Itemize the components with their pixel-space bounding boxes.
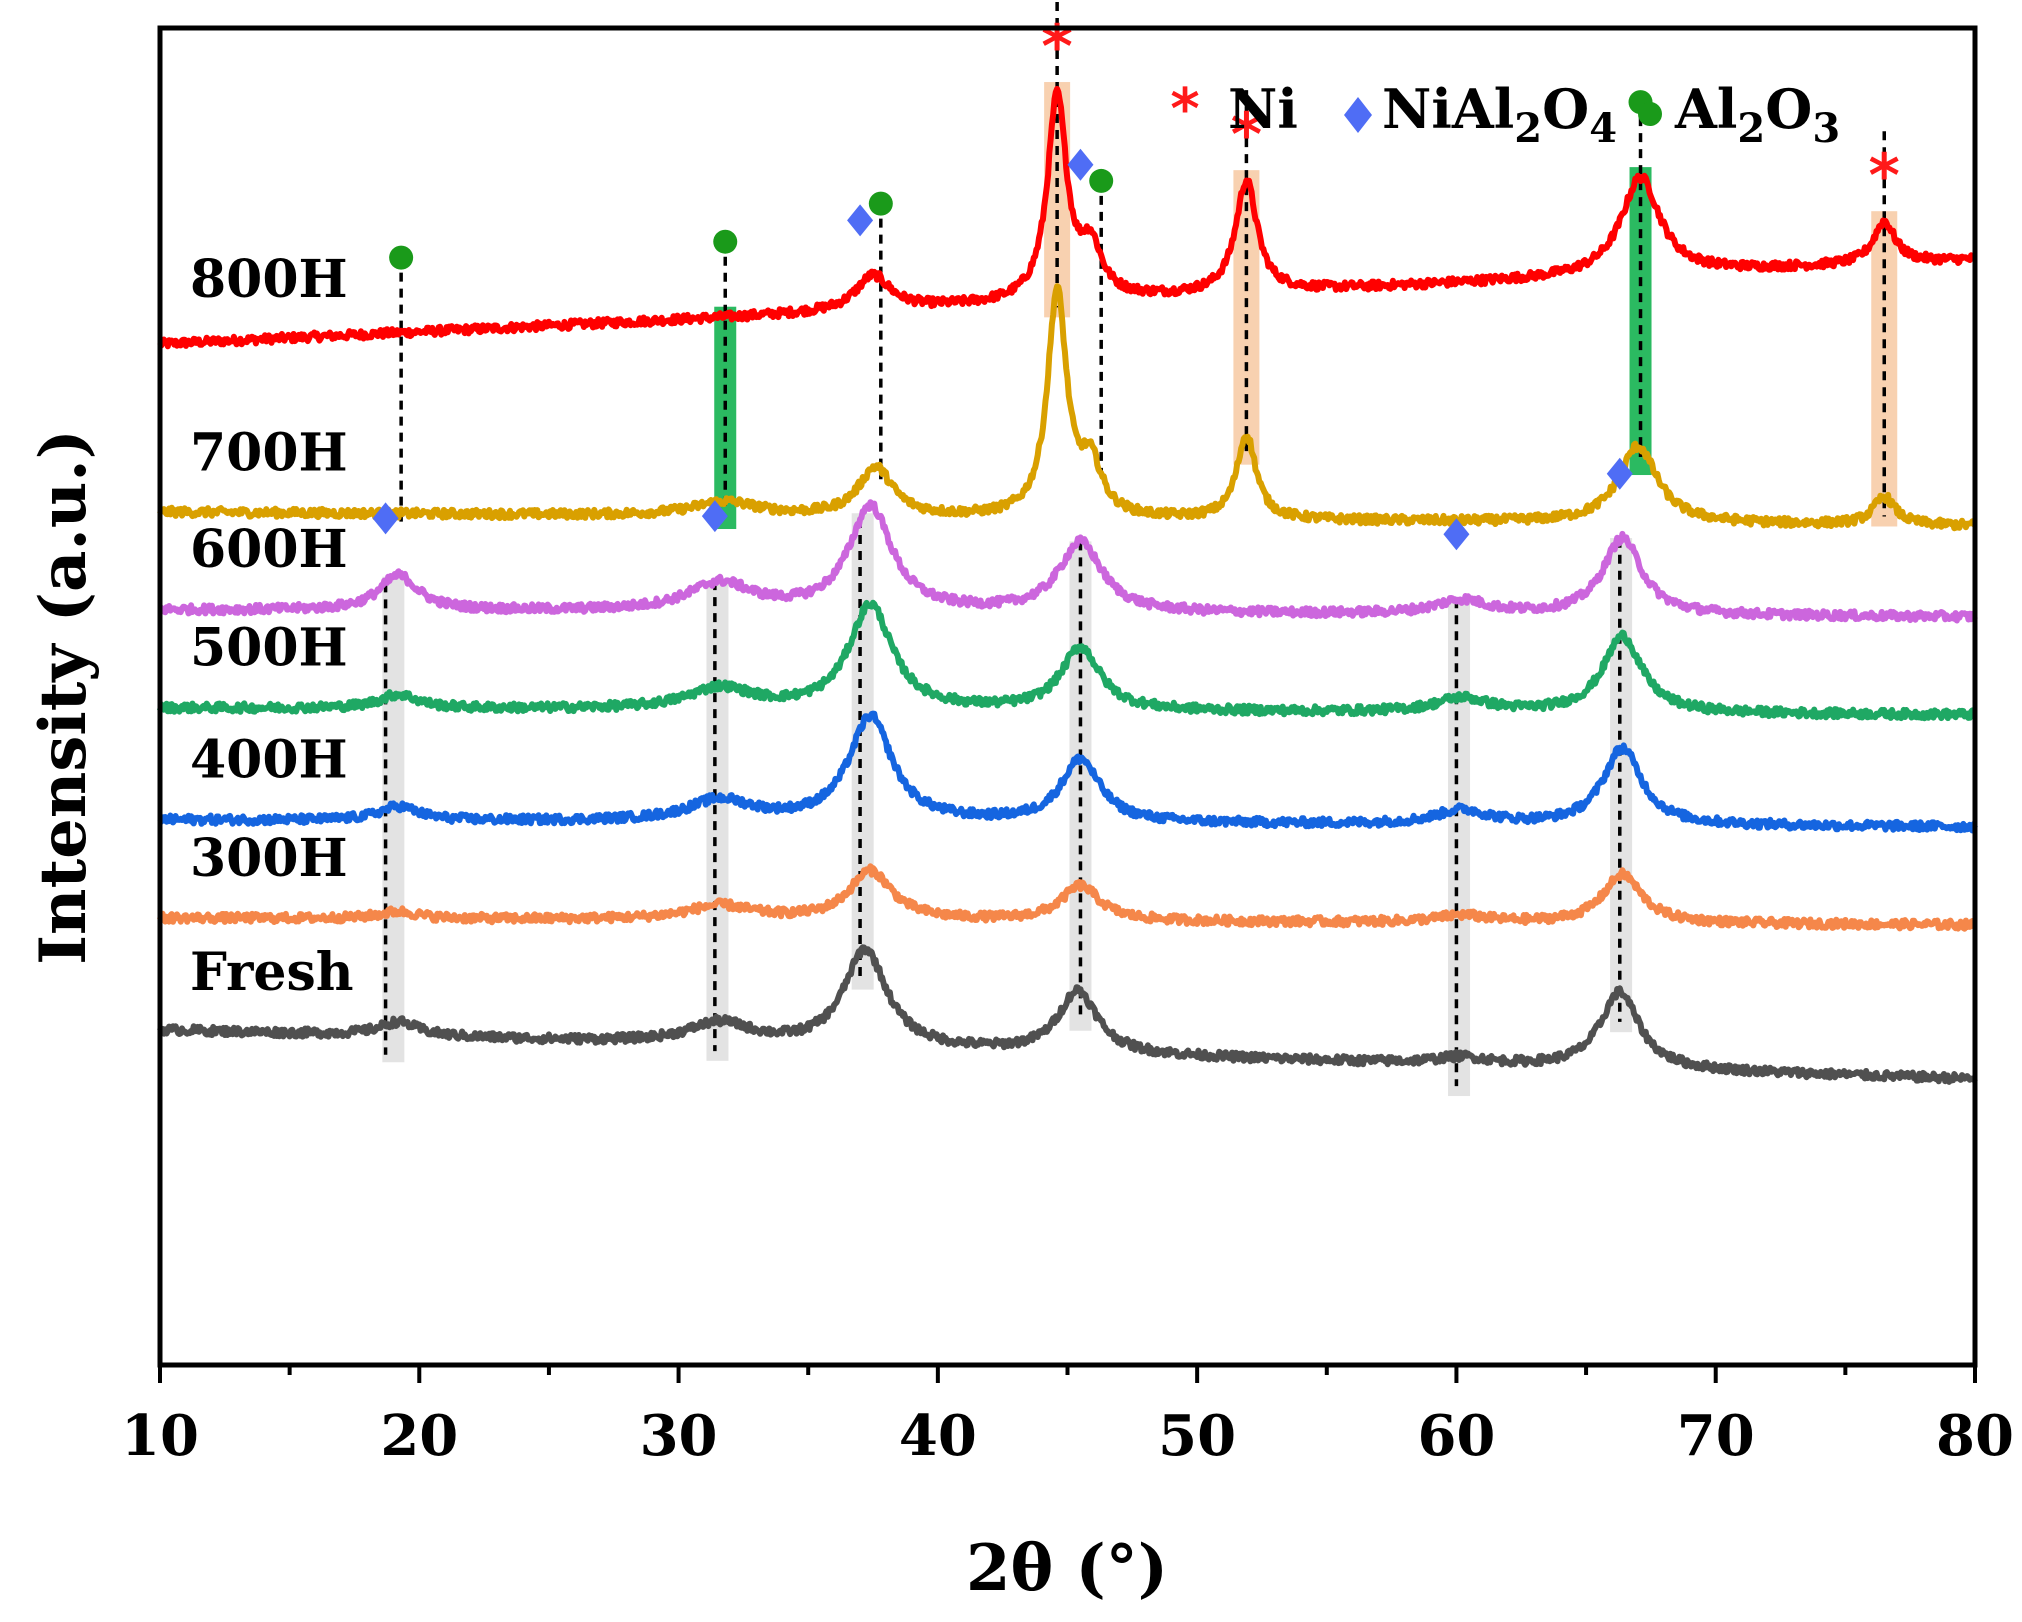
al2o3-band bbox=[1629, 167, 1652, 476]
nial2o4-marker bbox=[1067, 148, 1094, 181]
series-label-fresh: Fresh bbox=[190, 942, 354, 1003]
ni-band bbox=[1871, 211, 1898, 527]
nial2o4-marker bbox=[372, 502, 399, 535]
al2o3-marker bbox=[1089, 168, 1114, 193]
series-label-700h: 700H bbox=[190, 423, 348, 484]
series-curves bbox=[157, 85, 1978, 1085]
ni-marker: * bbox=[1231, 100, 1262, 170]
legend-nial2o4-marker bbox=[1344, 97, 1372, 133]
y-axis-title: Intensity (a.u.) bbox=[26, 429, 101, 965]
legend-al2o3-label: Al2O3 bbox=[1674, 77, 1840, 152]
x-tick-label: 30 bbox=[640, 1403, 718, 1469]
x-axis-tick-labels: 10 20 30 40 50 60 70 80 bbox=[121, 1403, 2014, 1469]
legend-ni-label: Ni bbox=[1228, 77, 1298, 141]
nial2o4-marker bbox=[847, 204, 874, 237]
x-tick-label: 20 bbox=[380, 1403, 458, 1469]
reference-dashed-lines bbox=[383, 2, 1886, 1087]
legend-nial2o4-label: NiAl2O4 bbox=[1382, 77, 1617, 152]
al2o3-marker bbox=[713, 229, 738, 254]
series-labels: 800H 700H 600H 500H 400H 300H Fresh bbox=[190, 249, 354, 1003]
legend-ni-marker: * bbox=[1170, 77, 1199, 142]
legend-al2o3-marker bbox=[1638, 102, 1662, 126]
nial2o4-marker bbox=[1606, 457, 1633, 490]
nial2o4-band bbox=[706, 580, 729, 1061]
x-tick-label: 80 bbox=[1936, 1403, 2014, 1469]
x-tick-label: 50 bbox=[1158, 1403, 1236, 1469]
al2o3-marker bbox=[389, 245, 414, 270]
series-label-400h: 400H bbox=[190, 730, 348, 791]
series-label-500h: 500H bbox=[190, 618, 348, 679]
series-label-300h: 300H bbox=[190, 828, 348, 889]
series-label-600h: 600H bbox=[190, 519, 348, 580]
ni-marker: * bbox=[1041, 12, 1072, 82]
series-label-800h: 800H bbox=[190, 249, 348, 310]
series-line-300h bbox=[157, 863, 1978, 932]
al2o3-marker bbox=[868, 191, 893, 216]
x-tick-label: 70 bbox=[1677, 1403, 1755, 1469]
x-axis-title: 2θ (°) bbox=[966, 1531, 1168, 1606]
series-line-400h bbox=[157, 710, 1978, 834]
phase-markers: * * * bbox=[372, 12, 1900, 551]
x-tick-label: 40 bbox=[899, 1403, 977, 1469]
nial2o4-marker bbox=[1443, 518, 1470, 551]
nial2o4-marker bbox=[701, 500, 728, 533]
series-line-600h bbox=[158, 499, 1978, 624]
x-axis-ticks bbox=[158, 1365, 1977, 1383]
series-line-700h bbox=[157, 283, 1977, 532]
series-line-fresh bbox=[157, 944, 1978, 1085]
series-line-500h bbox=[157, 599, 1977, 722]
legend: * Ni NiAl2O4 Al2O3 bbox=[1170, 77, 1840, 152]
x-tick-label: 10 bbox=[121, 1403, 199, 1469]
x-tick-label: 60 bbox=[1417, 1403, 1495, 1469]
ni-marker: * bbox=[1869, 141, 1900, 211]
nial2o4-band bbox=[1448, 598, 1471, 1097]
series-line-800h bbox=[157, 85, 1977, 350]
